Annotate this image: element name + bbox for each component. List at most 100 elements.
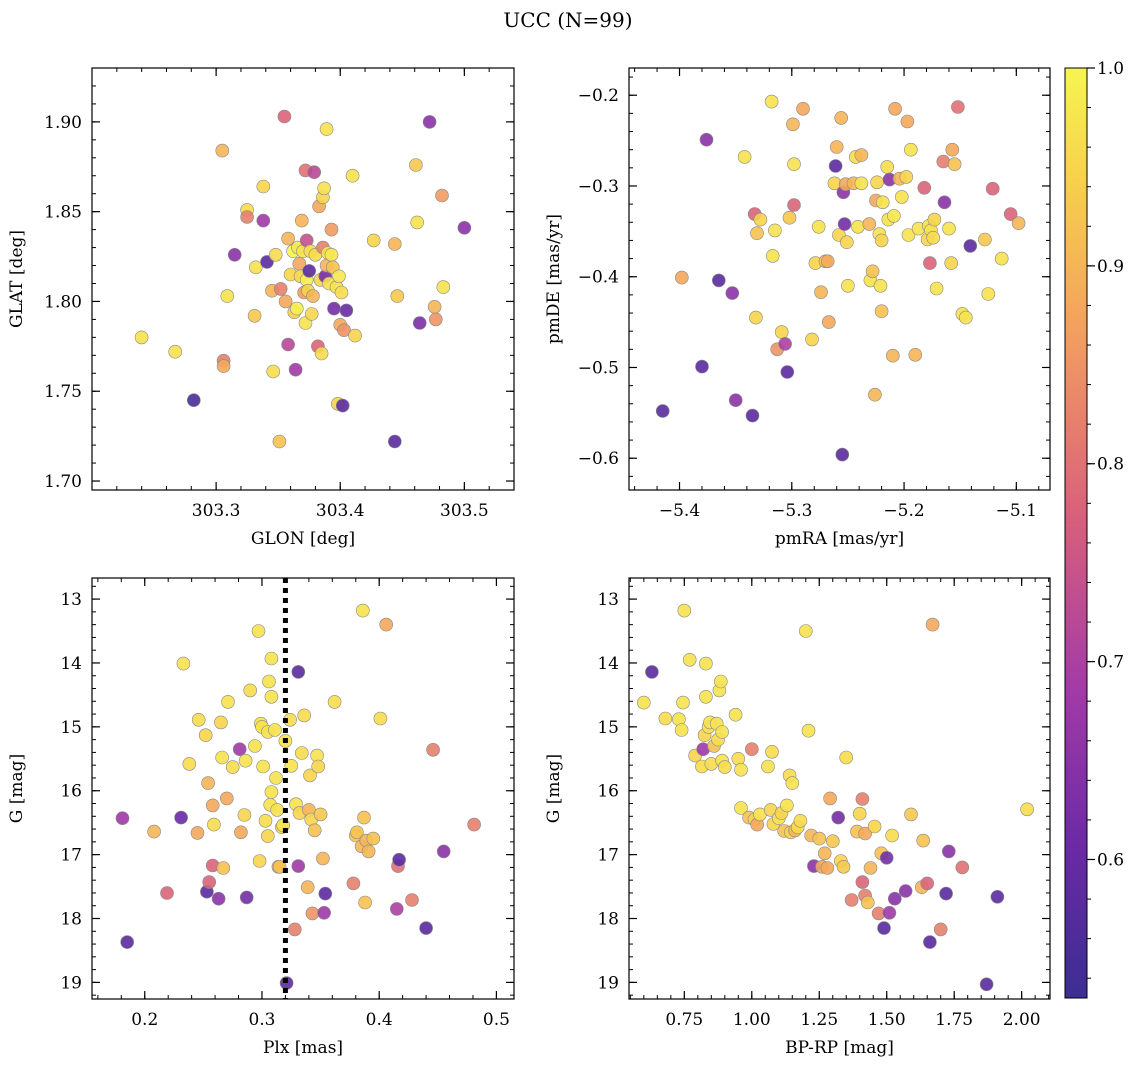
scatter-point — [860, 895, 875, 910]
scatter-point — [926, 230, 941, 245]
axes-frame — [91, 67, 515, 491]
x-tick-label: 0.3 — [248, 1010, 275, 1030]
scatter-point — [305, 906, 320, 921]
figure-title: UCC (N=99) — [503, 8, 633, 32]
scatter-point — [260, 829, 275, 843]
scatter-point — [880, 160, 895, 174]
scatter-point — [302, 264, 317, 278]
scatter-point — [820, 254, 835, 269]
scatter-point — [715, 725, 729, 739]
scatter-point — [655, 404, 670, 418]
scatter-point — [287, 922, 302, 937]
scatter-point — [885, 828, 899, 843]
scatter-point — [868, 387, 882, 402]
scatter-point — [332, 269, 346, 284]
y-tick-label: −0.2 — [578, 86, 619, 106]
scatter-point — [243, 683, 257, 698]
y-tick-label: 16 — [597, 782, 619, 802]
scatter-point — [951, 100, 965, 114]
x-tick-label: −5.4 — [659, 501, 700, 521]
scatter-point — [674, 270, 689, 285]
scatter-point — [355, 603, 370, 618]
scatter-point — [313, 807, 328, 822]
scatter-point — [389, 902, 404, 916]
scatter-point — [725, 286, 740, 300]
scatter-point — [306, 289, 320, 303]
scatter-point — [829, 140, 844, 154]
scatter-point — [837, 217, 852, 231]
scatter-point — [182, 757, 197, 771]
scatter-point — [252, 854, 267, 868]
scatter-point — [865, 264, 880, 279]
scatter-point — [1003, 207, 1018, 221]
scatter-point — [820, 861, 835, 875]
scatter-point — [358, 895, 372, 910]
scatter-point — [780, 365, 795, 379]
scatter-point — [828, 159, 843, 173]
scatter-point — [728, 393, 743, 408]
scatter-point — [900, 114, 915, 129]
scatter-point — [674, 723, 689, 737]
panel-pmra-pmde: −5.4 −5.3 −5.2 −5.1 −0.6 −0.5 −0.4 −0.3 −0.2 pmRA… — [544, 67, 1051, 549]
scatter-point — [289, 301, 304, 316]
scatter-point — [266, 364, 281, 379]
scatter-point — [765, 249, 780, 263]
scatter-point — [823, 791, 837, 806]
scatter-point — [901, 228, 916, 242]
scatter-point — [920, 876, 935, 891]
scatter-point — [227, 248, 242, 262]
scatter-point — [927, 212, 942, 227]
scatter-point — [268, 248, 283, 262]
scatter-point — [262, 674, 276, 689]
scatter-point — [805, 332, 819, 347]
scatter-point — [281, 231, 295, 246]
scatter-point — [765, 744, 779, 759]
scatter-point — [713, 674, 728, 689]
scatter-point — [311, 759, 326, 774]
scatter-point — [303, 768, 317, 783]
colorbar-gradient — [1064, 67, 1088, 999]
scatter-point — [379, 617, 394, 632]
scatter-point — [176, 656, 191, 671]
scatter-point — [409, 158, 423, 172]
y-tick-label: 14 — [60, 654, 82, 674]
y-axis-label: G [mag] — [7, 754, 27, 823]
scatter-point — [831, 810, 846, 825]
scatter-point — [216, 861, 231, 875]
scatter-point — [734, 762, 748, 777]
scatter-point — [160, 886, 174, 900]
scatter-point — [272, 859, 287, 874]
scatter-point — [288, 362, 303, 377]
scatter-point — [284, 758, 299, 773]
scatter-point — [636, 695, 651, 710]
scatter-point — [318, 886, 333, 901]
x-tick-label: −5.1 — [996, 501, 1037, 521]
scatter-point — [1011, 216, 1026, 230]
scatter-point — [319, 122, 334, 136]
scatter-point — [357, 810, 371, 825]
scatter-point — [225, 760, 240, 774]
scatter-point — [215, 143, 230, 158]
y-axis-label: GLAT [deg] — [7, 230, 27, 328]
scatter-point — [894, 190, 909, 204]
scatter-point — [304, 307, 319, 321]
scatter-point — [435, 188, 449, 203]
scatter-point — [168, 344, 182, 359]
y-tick-label: −0.6 — [578, 449, 619, 469]
scatter-point — [256, 179, 271, 194]
scatter-point — [834, 111, 849, 125]
y-tick-label: −0.4 — [578, 268, 619, 288]
scatter-point — [316, 851, 330, 866]
scatter-points — [655, 94, 1026, 462]
x-tick-label: 2.00 — [1003, 1010, 1041, 1030]
scatter-point — [387, 237, 402, 251]
scatter-point — [879, 850, 894, 865]
scatter-point — [844, 893, 859, 907]
scatter-point — [239, 890, 254, 905]
scatter-point — [885, 348, 900, 363]
scatter-point — [214, 715, 228, 730]
scatter-point — [317, 905, 331, 920]
scatter-point — [115, 811, 130, 826]
scatter-point — [216, 359, 231, 373]
